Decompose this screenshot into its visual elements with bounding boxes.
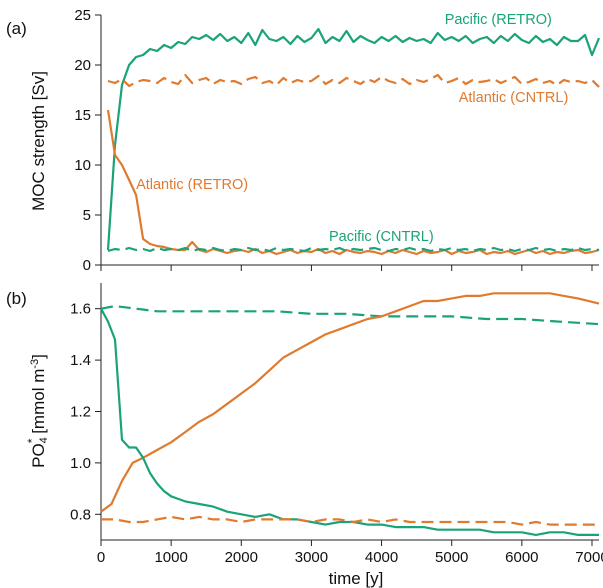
series-label: Pacific (CNTRL) (329, 229, 434, 245)
y-tick-label: 5 (83, 207, 91, 224)
series-line-pacific-cntrl (107, 246, 600, 253)
y-tick-label: 1.0 (70, 455, 91, 472)
y-tick-label: 0.8 (70, 506, 91, 523)
panel-a-label: (a) (6, 19, 27, 38)
y-tick-label: 1.4 (70, 352, 91, 369)
y-tick-label: 25 (74, 7, 91, 24)
series-line-atlantic-cntrl (101, 515, 599, 526)
x-tick-label: 1000 (154, 549, 187, 566)
series-line-pacific-retro (106, 27, 601, 251)
x-axis-title: time [y] (329, 569, 384, 588)
x-tick-label: 0 (97, 549, 105, 566)
panel-a-plot: 0 5 10 15 20 25 Pacific (RETRO) Atlantic (CNTRL… (74, 7, 601, 274)
x-tick-label: 3000 (295, 549, 328, 566)
series-line-pacific-retro (100, 308, 599, 537)
panel-b-label: (b) (6, 289, 27, 308)
series-label: Atlantic (CNTRL) (459, 90, 569, 106)
y-tick-label: 10 (74, 157, 91, 174)
y-tick-label: 0 (83, 257, 91, 274)
panel-b-plot: 0.8 1.0 1.2 1.4 1.6 0 1000 2000 3000 4000 5000 6000… (70, 283, 603, 566)
x-tick-label: 5000 (435, 549, 468, 566)
y-tick-label: 15 (74, 107, 91, 124)
y-tick-label: 1.2 (70, 404, 91, 421)
series-line-atlantic-retro (100, 292, 600, 513)
series-line-atlantic-retro (106, 109, 600, 256)
series-line-atlantic-cntrl (107, 73, 600, 88)
x-tick-label: 2000 (225, 549, 258, 566)
series-line-pacific-cntrl (100, 305, 600, 326)
x-tick-label: 6000 (505, 549, 538, 566)
y-tick-label: 20 (74, 57, 91, 74)
series-label: Atlantic (RETRO) (136, 177, 248, 193)
series-label: Pacific (RETRO) (445, 12, 552, 28)
x-tick-label: 7000 (575, 549, 603, 566)
x-tick-label: 4000 (365, 549, 398, 566)
y-tick-label: 1.6 (70, 301, 91, 318)
panel-a-ylabel: MOC strength [Sv] (29, 71, 48, 211)
panel-b-ylabel: PO4* [mmol m-3] (25, 354, 50, 468)
